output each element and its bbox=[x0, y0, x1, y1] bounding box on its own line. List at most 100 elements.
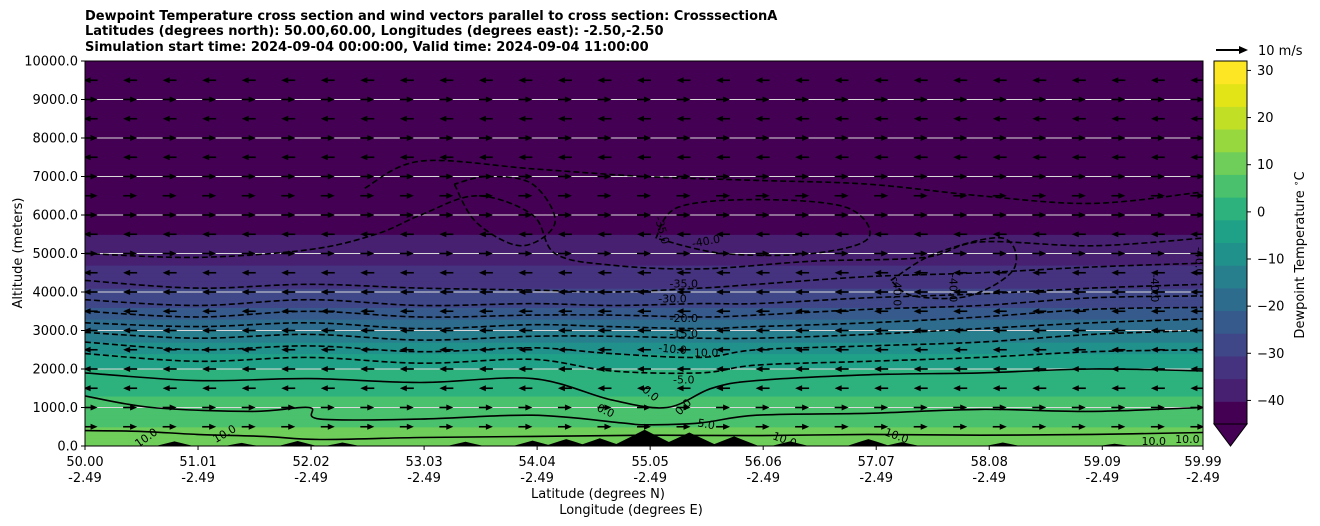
wind-vector-head bbox=[1157, 212, 1165, 218]
wind-vector-head bbox=[953, 231, 961, 238]
wind-vector-head bbox=[834, 115, 842, 122]
colorbar-tick-label: −30 bbox=[1257, 347, 1284, 362]
wind-vector-head bbox=[841, 173, 849, 180]
wind-vector-head bbox=[762, 96, 770, 103]
wind-vector-head bbox=[992, 269, 1000, 276]
wind-vector-head bbox=[320, 385, 328, 392]
wind-vector-head bbox=[525, 404, 533, 411]
wind-vector-head bbox=[762, 423, 770, 430]
wind-vector-head bbox=[360, 366, 368, 372]
dewpoint-band bbox=[85, 372, 1203, 378]
wind-vector-head bbox=[162, 385, 170, 392]
colorbar: −40 −30 −20 −10 0 10 20 30 bbox=[1213, 60, 1284, 447]
colorbar-segment bbox=[1214, 401, 1247, 425]
wind-vector-head bbox=[209, 135, 217, 141]
wind-vector-head bbox=[360, 289, 368, 295]
colorbar-segment bbox=[1214, 151, 1247, 175]
wind-vector-head bbox=[953, 115, 961, 122]
wind-vector-head bbox=[1111, 327, 1119, 334]
wind-vector-head bbox=[1111, 154, 1119, 161]
wind-vector-head bbox=[913, 231, 921, 238]
wind-vector-head bbox=[874, 366, 882, 372]
wind-vector-head bbox=[913, 385, 921, 392]
dewpoint-band bbox=[85, 419, 1203, 424]
wind-vector-head bbox=[123, 154, 131, 161]
colorbar-label-text: Dewpoint Temperature bbox=[1293, 186, 1308, 338]
dewpoint-band bbox=[85, 107, 1203, 112]
wind-vector-head bbox=[881, 423, 889, 430]
wind-vector-head bbox=[1071, 385, 1079, 392]
wind-vector-head bbox=[637, 346, 644, 353]
wind-vector-head bbox=[485, 404, 493, 411]
wind-vector-head bbox=[162, 115, 170, 122]
wind-vector-head bbox=[795, 308, 803, 315]
wind-vector-head bbox=[525, 192, 533, 199]
chart-title-line-2: Latitudes (degrees north): 50.00,60.00, … bbox=[85, 24, 664, 39]
wind-vector-head bbox=[841, 192, 849, 199]
wind-vector-head bbox=[248, 135, 256, 141]
wind-vector-head bbox=[130, 250, 138, 257]
wind-vector-head bbox=[123, 366, 131, 372]
wind-vector-head bbox=[525, 173, 533, 180]
wind-vector-head bbox=[446, 192, 454, 199]
dewpoint-band bbox=[85, 91, 1203, 97]
wind-vector-head bbox=[1111, 77, 1119, 84]
wind-vector-head bbox=[320, 366, 328, 372]
wind-vector-head bbox=[399, 366, 407, 372]
wind-vector-head bbox=[162, 327, 170, 334]
colorbar-label-degree: ∘ bbox=[1292, 181, 1302, 187]
wind-vector-head bbox=[834, 231, 842, 238]
dewpoint-band bbox=[85, 126, 1203, 131]
contour-line bbox=[85, 318, 1203, 341]
wind-vector-head bbox=[85, 327, 91, 334]
wind-vector-head bbox=[920, 96, 928, 103]
wind-vector-head bbox=[446, 96, 454, 103]
dewpoint-band bbox=[85, 280, 1203, 285]
wind-vector-head bbox=[1150, 346, 1158, 353]
wind-vector-head bbox=[960, 96, 968, 103]
wind-vector-head bbox=[564, 192, 572, 199]
wind-vector-head bbox=[557, 154, 565, 161]
wind-vector-head bbox=[367, 96, 375, 103]
contour-label: -30.0 bbox=[658, 293, 686, 306]
wind-vector-head bbox=[169, 212, 177, 218]
wind-vector-head bbox=[241, 366, 249, 372]
wind-vector-head bbox=[360, 231, 368, 238]
chart-title-line-3: Simulation start time: 2024-09-04 00:00:… bbox=[85, 40, 649, 55]
wind-vector-head bbox=[1190, 289, 1198, 295]
wind-vector-head bbox=[874, 231, 882, 238]
wind-vector-head bbox=[281, 385, 289, 392]
wind-vector-head bbox=[478, 308, 486, 315]
wind-vector-head bbox=[288, 212, 296, 218]
wind-vector-head bbox=[241, 115, 249, 122]
wind-vector-head bbox=[1118, 135, 1126, 141]
wind-vector-head bbox=[1150, 289, 1158, 295]
wind-vector-head bbox=[281, 77, 289, 84]
wind-vector-head bbox=[446, 135, 454, 141]
wind-vector-head bbox=[644, 96, 651, 103]
wind-vector-head bbox=[597, 154, 605, 161]
wind-vector-head bbox=[841, 96, 849, 103]
wind-vector-head bbox=[557, 385, 565, 392]
wind-vector-head bbox=[525, 96, 533, 103]
dewpoint-band bbox=[85, 342, 1203, 347]
wind-vector-head bbox=[1078, 192, 1086, 199]
wind-vector-head bbox=[716, 231, 724, 238]
wind-vector-head bbox=[1039, 423, 1047, 430]
wind-vector-head bbox=[992, 308, 1000, 315]
wind-vector-head bbox=[795, 385, 803, 392]
wind-vector-head bbox=[478, 77, 486, 84]
wind-vector-head bbox=[406, 250, 414, 257]
wind-vector-head bbox=[644, 250, 651, 257]
wind-vector-head bbox=[676, 346, 684, 353]
x-tick-label-longitude: -2.49 bbox=[859, 471, 893, 486]
wind-vector-head bbox=[327, 212, 335, 218]
wind-vector-head bbox=[920, 212, 928, 218]
wind-vector-head bbox=[637, 77, 644, 84]
wind-vector-head bbox=[841, 212, 849, 218]
wind-vector-head bbox=[1150, 327, 1158, 334]
wind-vector-head bbox=[960, 192, 968, 199]
wind-vector-head bbox=[637, 231, 644, 238]
wind-vector-head bbox=[1032, 154, 1040, 161]
